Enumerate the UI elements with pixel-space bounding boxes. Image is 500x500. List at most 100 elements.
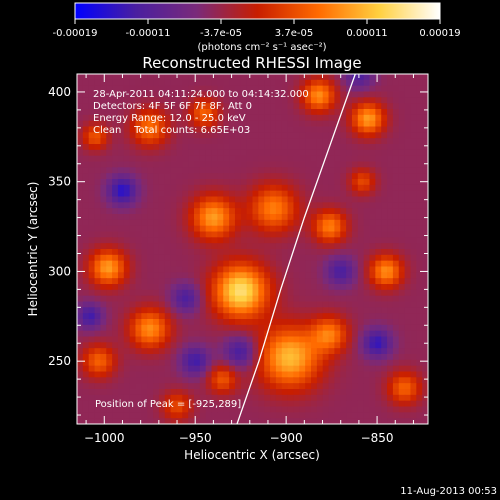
heatmap-cell (357, 272, 365, 279)
heatmap-cell (404, 295, 412, 303)
heatmap-cell (351, 365, 359, 373)
heatmap-cell (112, 79, 119, 87)
heatmap-cell (252, 307, 259, 314)
heatmap-cell (141, 348, 148, 355)
heatmap-cell (82, 394, 90, 402)
heatmap-cell (258, 196, 265, 203)
heatmap-cell (422, 377, 428, 384)
heatmap-cell (404, 179, 412, 186)
heatmap-cell (112, 319, 119, 326)
heatmap-cell (305, 330, 312, 338)
heatmap-cell (246, 149, 254, 157)
heatmap-cell (77, 313, 84, 320)
heatmap-cell (322, 109, 330, 116)
heatmap-cell (351, 354, 359, 361)
heatmap-cell (357, 260, 365, 268)
heatmap-cell (82, 114, 90, 122)
heatmap-cell (398, 91, 406, 98)
heatmap-cell (246, 126, 254, 133)
heatmap-cell (328, 249, 335, 256)
heatmap-cell (211, 354, 218, 361)
heatmap-cell (357, 167, 365, 174)
heatmap-cell (275, 103, 283, 110)
x-axis-label: Heliocentric X (arcsec) (184, 448, 320, 462)
heatmap-cell (147, 254, 154, 262)
heatmap-cell (182, 319, 189, 326)
heatmap-cell (305, 132, 312, 139)
heatmap-cell (416, 97, 423, 104)
heatmap-cell (240, 109, 248, 116)
heatmap-cell (211, 307, 218, 314)
heatmap-cell (363, 400, 371, 408)
heatmap-cell (416, 214, 423, 221)
heatmap-cell (188, 132, 195, 139)
heatmap-cell (252, 243, 259, 250)
colorbar (74, 2, 441, 20)
heatmap-cell (416, 406, 423, 413)
heatmap-cell (322, 394, 330, 402)
heatmap-cell (100, 120, 107, 128)
heatmap-cell (234, 278, 242, 285)
heatmap-cell (217, 120, 224, 128)
heatmap-cell (410, 190, 417, 198)
heatmap-cell (258, 190, 265, 198)
heatmap-cell (351, 231, 359, 238)
x-tick-label: −950 (179, 431, 212, 445)
heatmap-cell (240, 406, 248, 413)
heatmap-cell (217, 365, 224, 373)
heatmap-cell (112, 406, 119, 413)
heatmap-cell (375, 219, 382, 227)
heatmap-cell (153, 330, 160, 338)
heatmap-cell (275, 348, 283, 355)
heatmap-cell (100, 155, 107, 163)
heatmap-cell (404, 190, 412, 198)
heatmap-cell (387, 400, 394, 408)
heatmap-cell (322, 278, 330, 285)
heatmap-cell (416, 103, 423, 110)
heatmap-cell (234, 371, 242, 378)
heatmap-cell (398, 144, 406, 151)
heatmap-cell (112, 377, 119, 384)
heatmap-cell (381, 260, 388, 268)
heatmap-cell (363, 266, 371, 273)
heatmap-cell (287, 301, 295, 308)
heatmap-cell (229, 406, 236, 413)
heatmap-cell (194, 319, 201, 326)
heatmap-cell (164, 254, 172, 262)
heatmap-cell (316, 371, 324, 378)
heatmap-cell (182, 144, 189, 151)
heatmap-cell (328, 371, 335, 378)
heatmap-cell (135, 231, 142, 238)
heatmap-cell (357, 365, 365, 373)
heatmap-cell (240, 74, 248, 81)
heatmap-cell (270, 336, 277, 343)
heatmap-cell (328, 389, 335, 396)
heatmap-cell (252, 85, 259, 93)
heatmap-cell (240, 225, 248, 233)
heatmap-cell (328, 394, 335, 402)
heatmap-cell (211, 383, 218, 390)
heatmap-cell (281, 103, 289, 110)
heatmap-cell (293, 249, 300, 256)
heatmap-cell (164, 161, 172, 168)
heatmap-cell (205, 190, 213, 198)
heatmap-cell (158, 202, 166, 209)
heatmap-cell (357, 114, 365, 122)
heatmap-cell (387, 371, 394, 378)
heatmap-cell (392, 406, 400, 413)
heatmap-cell (375, 289, 382, 297)
heatmap-cell (141, 394, 148, 402)
heatmap-cell (182, 383, 189, 390)
heatmap-cell (258, 272, 265, 279)
heatmap-cell (223, 155, 230, 163)
heatmap-cell (129, 190, 137, 198)
heatmap-cell (158, 109, 166, 116)
heatmap-cell (223, 359, 230, 367)
heatmap-cell (106, 365, 113, 373)
heatmap-cell (357, 289, 365, 297)
heatmap-cell (410, 97, 417, 104)
heatmap-cell (129, 237, 137, 244)
heatmap-cell (229, 400, 236, 408)
heatmap-cell (229, 243, 236, 250)
heatmap-cell (311, 394, 318, 402)
